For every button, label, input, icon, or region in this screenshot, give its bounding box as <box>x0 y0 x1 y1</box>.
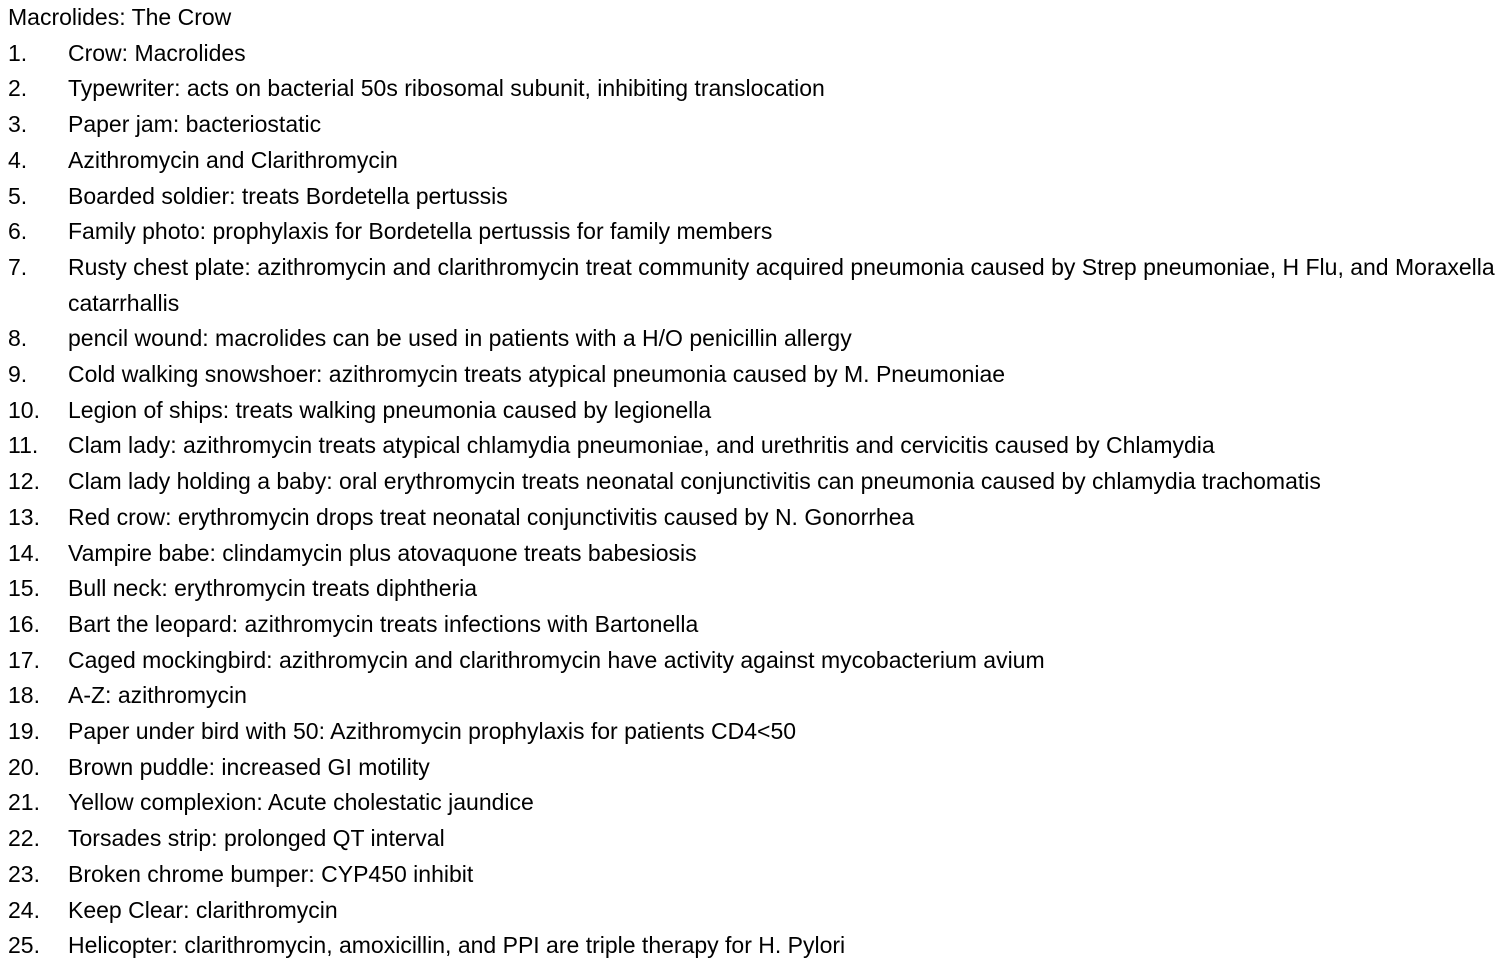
list-item: 3. Paper jam: bacteriostatic <box>8 107 1503 143</box>
list-item-text: Clam lady holding a baby: oral erythromy… <box>68 468 1321 495</box>
list-item: 25. Helicopter: clarithromycin, amoxicill… <box>8 928 1503 964</box>
list-item: 9. Cold walking snowshoer: azithromycin t… <box>8 357 1503 393</box>
list-item-text: Paper jam: bacteriostatic <box>68 111 322 138</box>
list-item-number: 11. <box>8 432 39 459</box>
list-item-text: Bull neck: erythromycin treats diphtheri… <box>68 575 478 602</box>
list-item-number: 7. <box>8 253 28 280</box>
list-item-number: 12. <box>8 468 40 495</box>
list-item-text: Typewriter: acts on bacterial 50s riboso… <box>68 75 825 102</box>
list-item: 8. pencil wound: macrolides can be used i… <box>8 321 1503 357</box>
list-item-number: 15. <box>8 575 40 602</box>
list-item-text: Red crow: erythromycin drops treat neona… <box>68 503 915 530</box>
list-item: 6. Family photo: prophylaxis for Bordetel… <box>8 214 1503 250</box>
numbered-list: 1. Crow: Macrolides 2. Typewriter: acts on … <box>8 36 1503 964</box>
list-item-text: Torsades strip: prolonged QT interval <box>68 825 445 852</box>
list-item-text: Yellow complexion: Acute cholestatic jau… <box>68 789 534 816</box>
list-item: 2. Typewriter: acts on bacterial 50s ribo… <box>8 71 1503 107</box>
list-item: 14. Vampire babe: clindamycin plus atovaq… <box>8 536 1503 572</box>
list-item: 12. Clam lady holding a baby: oral erythr… <box>8 464 1503 500</box>
list-item: 16. Bart the leopard: azithromycin treats… <box>8 607 1503 643</box>
list-item-text: Cold walking snowshoer: azithromycin tre… <box>68 361 1006 388</box>
list-item-number: 10. <box>8 396 40 423</box>
list-item-number: 8. <box>8 325 28 352</box>
list-item: 4. Azithromycin and Clarithromycin <box>8 143 1503 179</box>
document-title: Macrolides: The Crow <box>8 4 232 30</box>
list-item-text: Boarded soldier: treats Bordetella pertu… <box>68 182 508 209</box>
list-item-text: Clam lady: azithromycin treats atypical … <box>68 432 1215 459</box>
list-item-number: 17. <box>8 646 40 673</box>
list-item: 18. A-Z: azithromycin <box>8 678 1503 714</box>
list-item-text: Paper under bird with 50: Azithromycin p… <box>68 718 797 745</box>
list-item-text: Helicopter: clarithromycin, amoxicillin,… <box>68 932 846 959</box>
list-item: 13. Red crow: erythromycin drops treat ne… <box>8 500 1503 536</box>
list-item-number: 4. <box>8 146 28 173</box>
list-item-text: pencil wound: macrolides can be used in … <box>68 325 852 352</box>
list-item: 20. Brown puddle: increased GI motility <box>8 750 1503 786</box>
list-item-text: Broken chrome bumper: CYP450 inhibit <box>68 860 474 887</box>
list-item-text: Vampire babe: clindamycin plus atovaquon… <box>68 539 697 566</box>
list-item-number: 3. <box>8 111 28 138</box>
list-item-text: Keep Clear: clarithromycin <box>68 896 338 923</box>
list-item-text: Brown puddle: increased GI motility <box>68 753 430 780</box>
list-item-number: 20. <box>8 753 40 780</box>
list-item: 21. Yellow complexion: Acute cholestatic … <box>8 785 1503 821</box>
list-item-text: A-Z: azithromycin <box>68 682 247 709</box>
list-item-number: 6. <box>8 218 28 245</box>
list-item-text: Azithromycin and Clarithromycin <box>68 146 398 173</box>
list-item-number: 2. <box>8 75 28 102</box>
list-item-number: 23. <box>8 860 40 887</box>
list-item-number: 1. <box>8 39 28 66</box>
list-item-number: 9. <box>8 361 28 388</box>
list-item-number: 18. <box>8 682 40 709</box>
list-item: 24. Keep Clear: clarithromycin <box>8 893 1503 929</box>
list-item: 19. Paper under bird with 50: Azithromyci… <box>8 714 1503 750</box>
list-item-number: 21. <box>8 789 40 816</box>
list-item: 17. Caged mockingbird: azithromycin and c… <box>8 643 1503 679</box>
list-item-text: Rusty chest plate: azithromycin and clar… <box>68 253 1495 316</box>
list-item: 11. Clam lady: azithromycin treats atypic… <box>8 428 1503 464</box>
list-item-number: 19. <box>8 718 40 745</box>
list-item: 10. Legion of ships: treats walking pneum… <box>8 393 1503 429</box>
list-item: 22. Torsades strip: prolonged QT interval <box>8 821 1503 857</box>
list-item-text: Legion of ships: treats walking pneumoni… <box>68 396 712 423</box>
list-item-text: Bart the leopard: azithromycin treats in… <box>68 610 699 637</box>
list-item-number: 13. <box>8 503 40 530</box>
list-item-number: 5. <box>8 182 28 209</box>
list-item-number: 16. <box>8 610 40 637</box>
list-item-number: 14. <box>8 539 40 566</box>
list-item: 23. Broken chrome bumper: CYP450 inhibit <box>8 857 1503 893</box>
list-item: 7. Rusty chest plate: azithromycin and cl… <box>8 250 1503 321</box>
list-item-text: Family photo: prophylaxis for Bordetella… <box>68 218 773 245</box>
list-item-number: 25. <box>8 932 40 959</box>
list-item: 1. Crow: Macrolides <box>8 36 1503 72</box>
list-item-text: Crow: Macrolides <box>68 39 246 66</box>
list-item-number: 24. <box>8 896 40 923</box>
list-item-text: Caged mockingbird: azithromycin and clar… <box>68 646 1045 673</box>
document-page: Macrolides: The Crow 1. Crow: Macrolides 2… <box>8 0 1503 964</box>
list-item-number: 22. <box>8 825 40 852</box>
list-item: 15. Bull neck: erythromycin treats diphth… <box>8 571 1503 607</box>
list-item: 5. Boarded soldier: treats Bordetella per… <box>8 179 1503 215</box>
